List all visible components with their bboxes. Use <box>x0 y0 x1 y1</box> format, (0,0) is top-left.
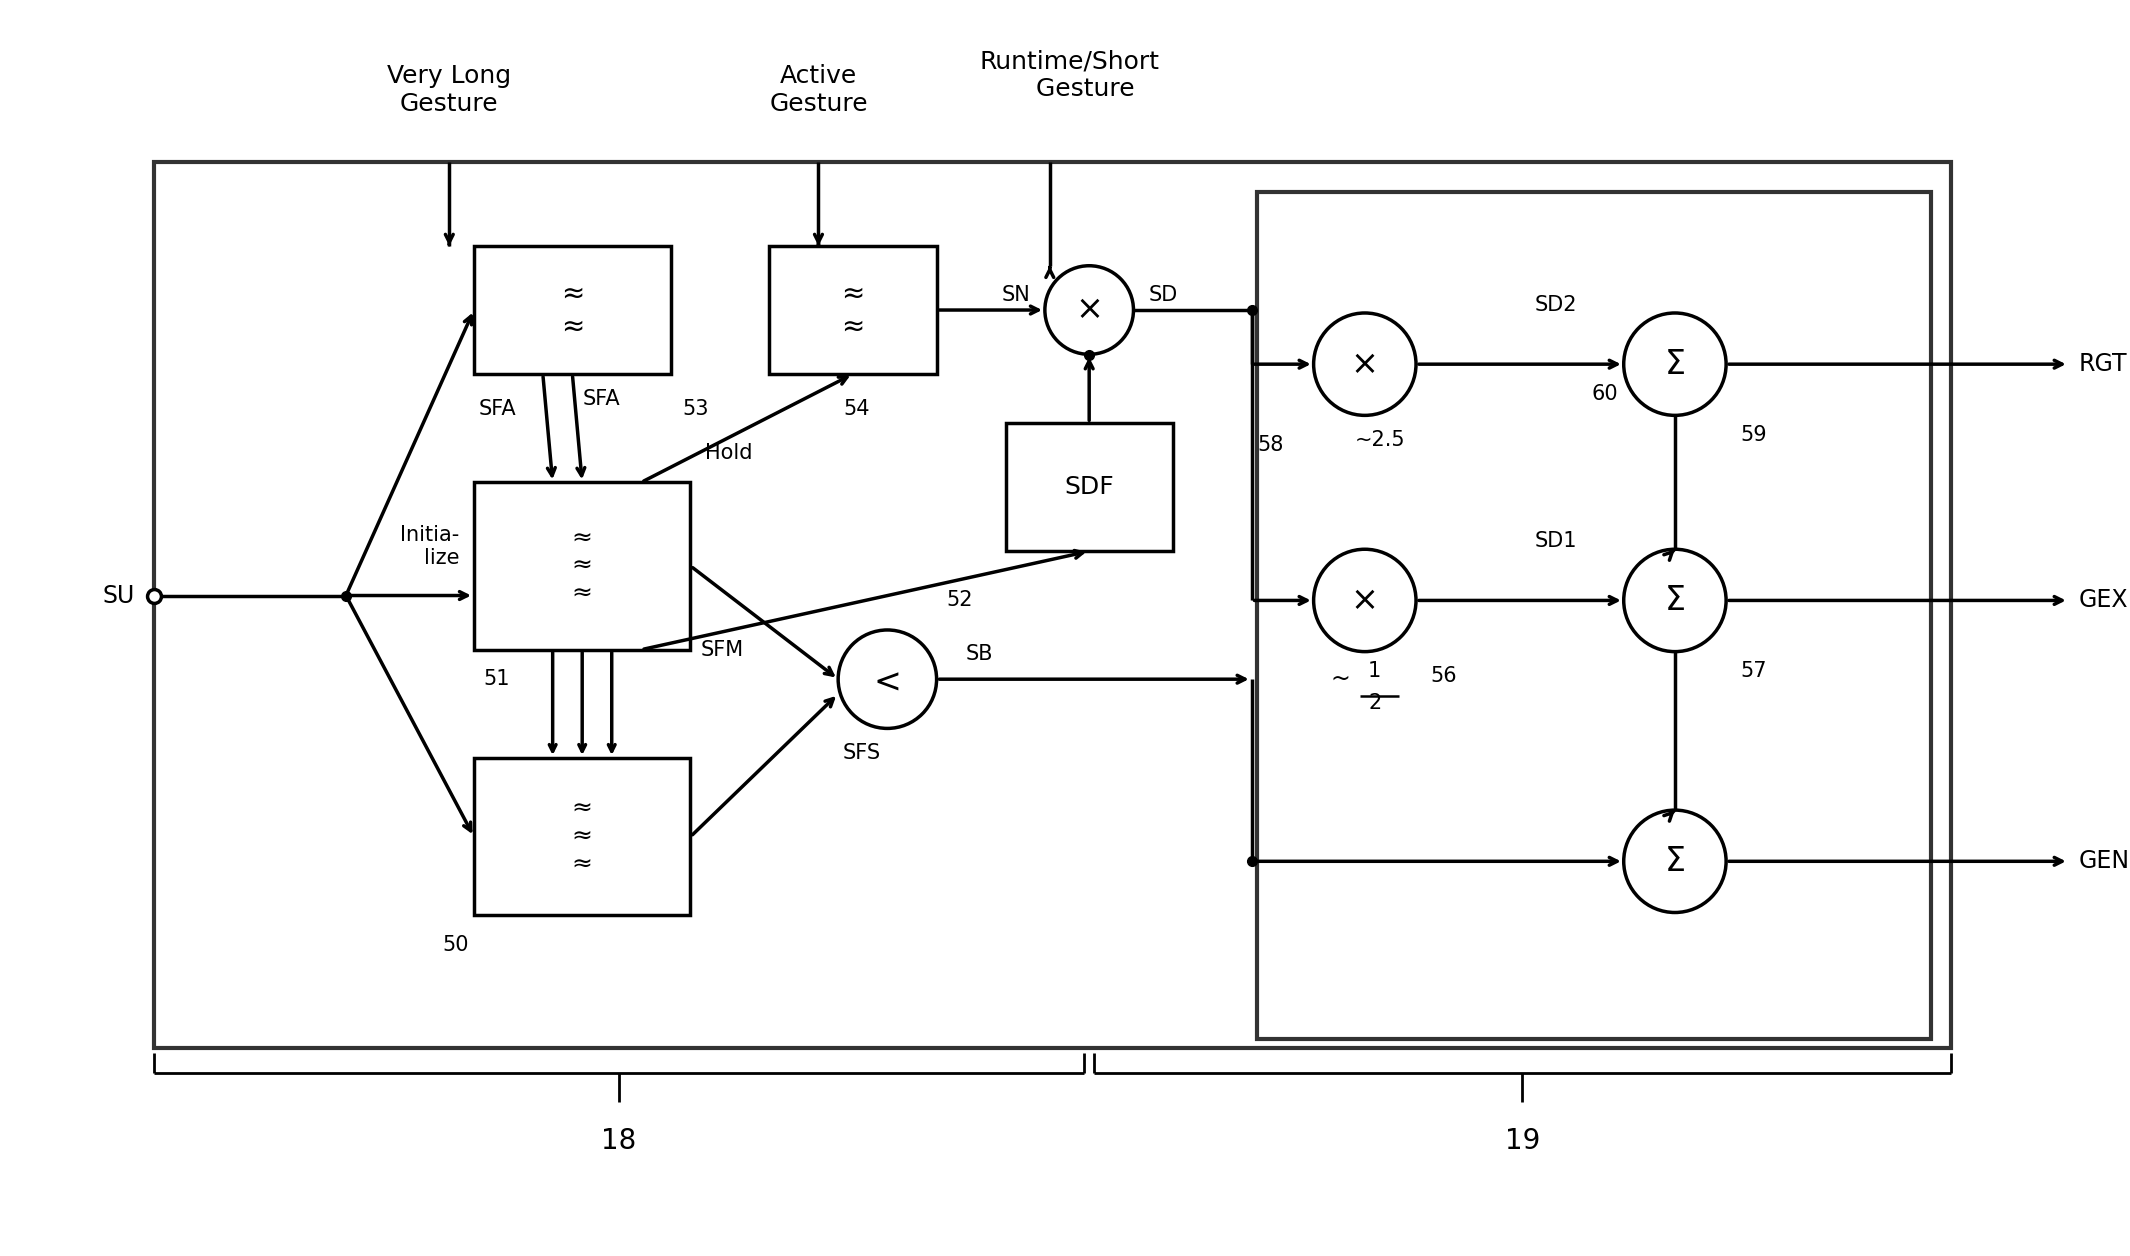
Text: GEN: GEN <box>2079 849 2130 873</box>
Text: 56: 56 <box>1431 667 1457 686</box>
Text: 60: 60 <box>1591 384 1619 404</box>
Text: 51: 51 <box>484 669 511 690</box>
Circle shape <box>1314 549 1416 652</box>
Bar <box>473 246 671 374</box>
Text: ×: × <box>1350 584 1378 617</box>
Text: ≈
≈
≈: ≈ ≈ ≈ <box>571 796 592 877</box>
Text: Very Long
Gesture: Very Long Gesture <box>388 64 511 116</box>
Bar <box>1257 192 1932 1039</box>
Text: 53: 53 <box>682 398 709 418</box>
Text: 1: 1 <box>1367 662 1380 682</box>
Text: Σ: Σ <box>1664 584 1685 617</box>
Text: ×: × <box>1076 294 1103 327</box>
Text: 50: 50 <box>443 936 469 955</box>
Text: ≈
≈
≈: ≈ ≈ ≈ <box>571 526 592 605</box>
Text: SFS: SFS <box>843 744 882 764</box>
Text: 59: 59 <box>1740 426 1768 445</box>
Text: Hold: Hold <box>705 442 752 462</box>
Circle shape <box>837 631 937 728</box>
Text: SU: SU <box>102 584 134 608</box>
Text: SB: SB <box>967 644 993 664</box>
Text: 57: 57 <box>1740 662 1768 682</box>
Text: 58: 58 <box>1257 435 1284 455</box>
Circle shape <box>1046 266 1133 354</box>
Text: SFA: SFA <box>479 398 515 418</box>
Text: Σ: Σ <box>1664 348 1685 381</box>
Text: ×: × <box>1350 348 1378 381</box>
Text: SDF: SDF <box>1065 475 1114 499</box>
Text: 2: 2 <box>1367 693 1380 713</box>
Text: GEX: GEX <box>2079 589 2128 613</box>
Bar <box>473 757 690 916</box>
Text: SD: SD <box>1148 285 1178 305</box>
Text: Active
Gesture: Active Gesture <box>769 64 867 116</box>
Text: SFA: SFA <box>581 389 620 408</box>
Text: 54: 54 <box>843 398 869 418</box>
Text: ~: ~ <box>1331 667 1350 691</box>
Circle shape <box>1623 313 1725 416</box>
Text: ~2.5: ~2.5 <box>1355 430 1406 450</box>
Text: Σ: Σ <box>1664 845 1685 878</box>
Text: SN: SN <box>1001 285 1031 305</box>
Text: ≈
≈: ≈ ≈ <box>841 280 865 340</box>
Circle shape <box>1314 313 1416 416</box>
Bar <box>473 482 690 649</box>
Bar <box>153 162 1951 1049</box>
Circle shape <box>1623 810 1725 913</box>
Circle shape <box>1623 549 1725 652</box>
Text: 18: 18 <box>601 1127 637 1156</box>
Text: SFM: SFM <box>701 639 743 659</box>
Text: ≈
≈: ≈ ≈ <box>560 280 584 340</box>
Bar <box>1005 423 1174 551</box>
Text: RGT: RGT <box>2079 352 2128 377</box>
Text: Initia-
lize: Initia- lize <box>400 525 460 568</box>
Text: <: < <box>873 667 901 700</box>
Text: Runtime/Short
    Gesture: Runtime/Short Gesture <box>980 49 1159 100</box>
Bar <box>769 246 937 374</box>
Text: 52: 52 <box>946 590 973 610</box>
Text: 19: 19 <box>1504 1127 1540 1156</box>
Text: SD2: SD2 <box>1536 295 1578 315</box>
Text: SD1: SD1 <box>1536 531 1578 551</box>
